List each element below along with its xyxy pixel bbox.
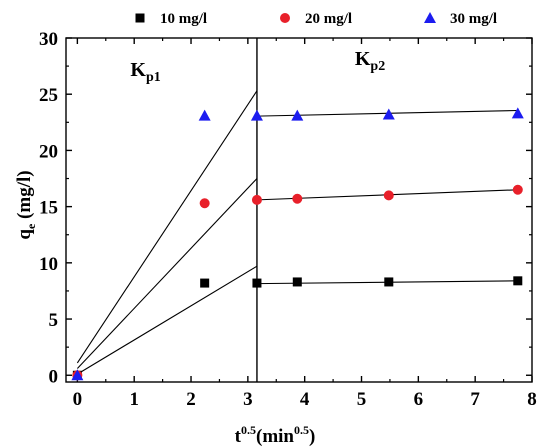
data-point-triangle: [382, 108, 395, 120]
data-point-triangle: [511, 107, 524, 119]
y-tick-label: 10: [39, 254, 58, 275]
x-axis-title-close: ): [309, 426, 315, 447]
annotation-base: K: [130, 59, 146, 81]
data-point-square: [252, 278, 262, 288]
plot-area: [65, 37, 533, 383]
y-tick-label: 5: [49, 310, 59, 331]
data-point-square: [292, 277, 302, 287]
y-tick-label: 20: [39, 141, 58, 162]
y-axis-title-base: q: [14, 229, 35, 240]
x-tick-label: 5: [357, 389, 367, 410]
x-tick-label: 7: [470, 389, 480, 410]
legend-label: 20 mg/l: [305, 11, 352, 27]
data-point-square: [513, 276, 523, 286]
legend-label: 30 mg/l: [450, 11, 497, 27]
legend-label: 10 mg/l: [160, 11, 207, 27]
x-tick-label: 3: [243, 389, 253, 410]
data-point-circle: [512, 184, 523, 195]
x-tick-label: 4: [300, 389, 310, 410]
data-point-square: [384, 277, 394, 287]
data-points: [71, 107, 524, 381]
legend-marker-square: [135, 13, 145, 23]
data-point-square: [200, 278, 210, 288]
data-point-triangle: [291, 109, 304, 121]
annotation-sub: p2: [370, 59, 385, 74]
annotation-base: K: [355, 48, 371, 70]
x-tick-label: 8: [527, 389, 537, 410]
fit-line-0-kp1: [77, 265, 258, 375]
y-tick-label: 25: [39, 85, 58, 106]
y-tick-label: 15: [39, 198, 58, 219]
y-axis-title: qe (mg/l): [14, 170, 38, 239]
data-point-triangle: [198, 109, 211, 121]
x-axis-title: t0.5(min0.5): [235, 423, 316, 447]
legend-marker-circle: [280, 13, 290, 23]
fit-line-2-kp1: [76, 90, 258, 364]
legend: 10 mg/l 20 mg/l 30 mg/l: [135, 11, 497, 27]
data-point-circle: [199, 198, 210, 209]
annotation-sub: p1: [146, 70, 161, 85]
x-axis-title-unit: (min: [256, 426, 294, 447]
stage-annotation: Kp1: [130, 59, 160, 85]
legend-marker-triangle: [424, 12, 436, 23]
x-axis-title-unit-exp: 0.5: [294, 423, 309, 437]
x-tick-label: 6: [414, 389, 424, 410]
data-point-triangle: [71, 369, 84, 381]
fit-line-1-kp1: [76, 178, 258, 369]
fit-lines: [76, 90, 518, 375]
data-point-circle: [383, 190, 394, 201]
plot-frame: [65, 37, 533, 383]
data-point-triangle: [250, 109, 263, 121]
y-axis-title-unit: (mg/l): [14, 170, 35, 223]
axis-ticks: 0 1 2 3 4 5 6 7 8 0 5 10 15 20 25 30: [39, 29, 537, 410]
y-tick-label: 30: [39, 29, 58, 50]
x-axis-title-exp: 0.5: [241, 423, 256, 437]
x-axis-title-base: t: [235, 426, 242, 447]
x-tick-label: 0: [73, 389, 83, 410]
y-axis-title-sub: e: [24, 223, 38, 229]
x-tick-label: 1: [129, 389, 139, 410]
x-tick-label: 2: [186, 389, 196, 410]
y-tick-label: 0: [49, 366, 59, 387]
stage-annotation: Kp2: [355, 48, 385, 74]
data-point-circle: [251, 194, 262, 205]
data-point-circle: [292, 193, 303, 204]
